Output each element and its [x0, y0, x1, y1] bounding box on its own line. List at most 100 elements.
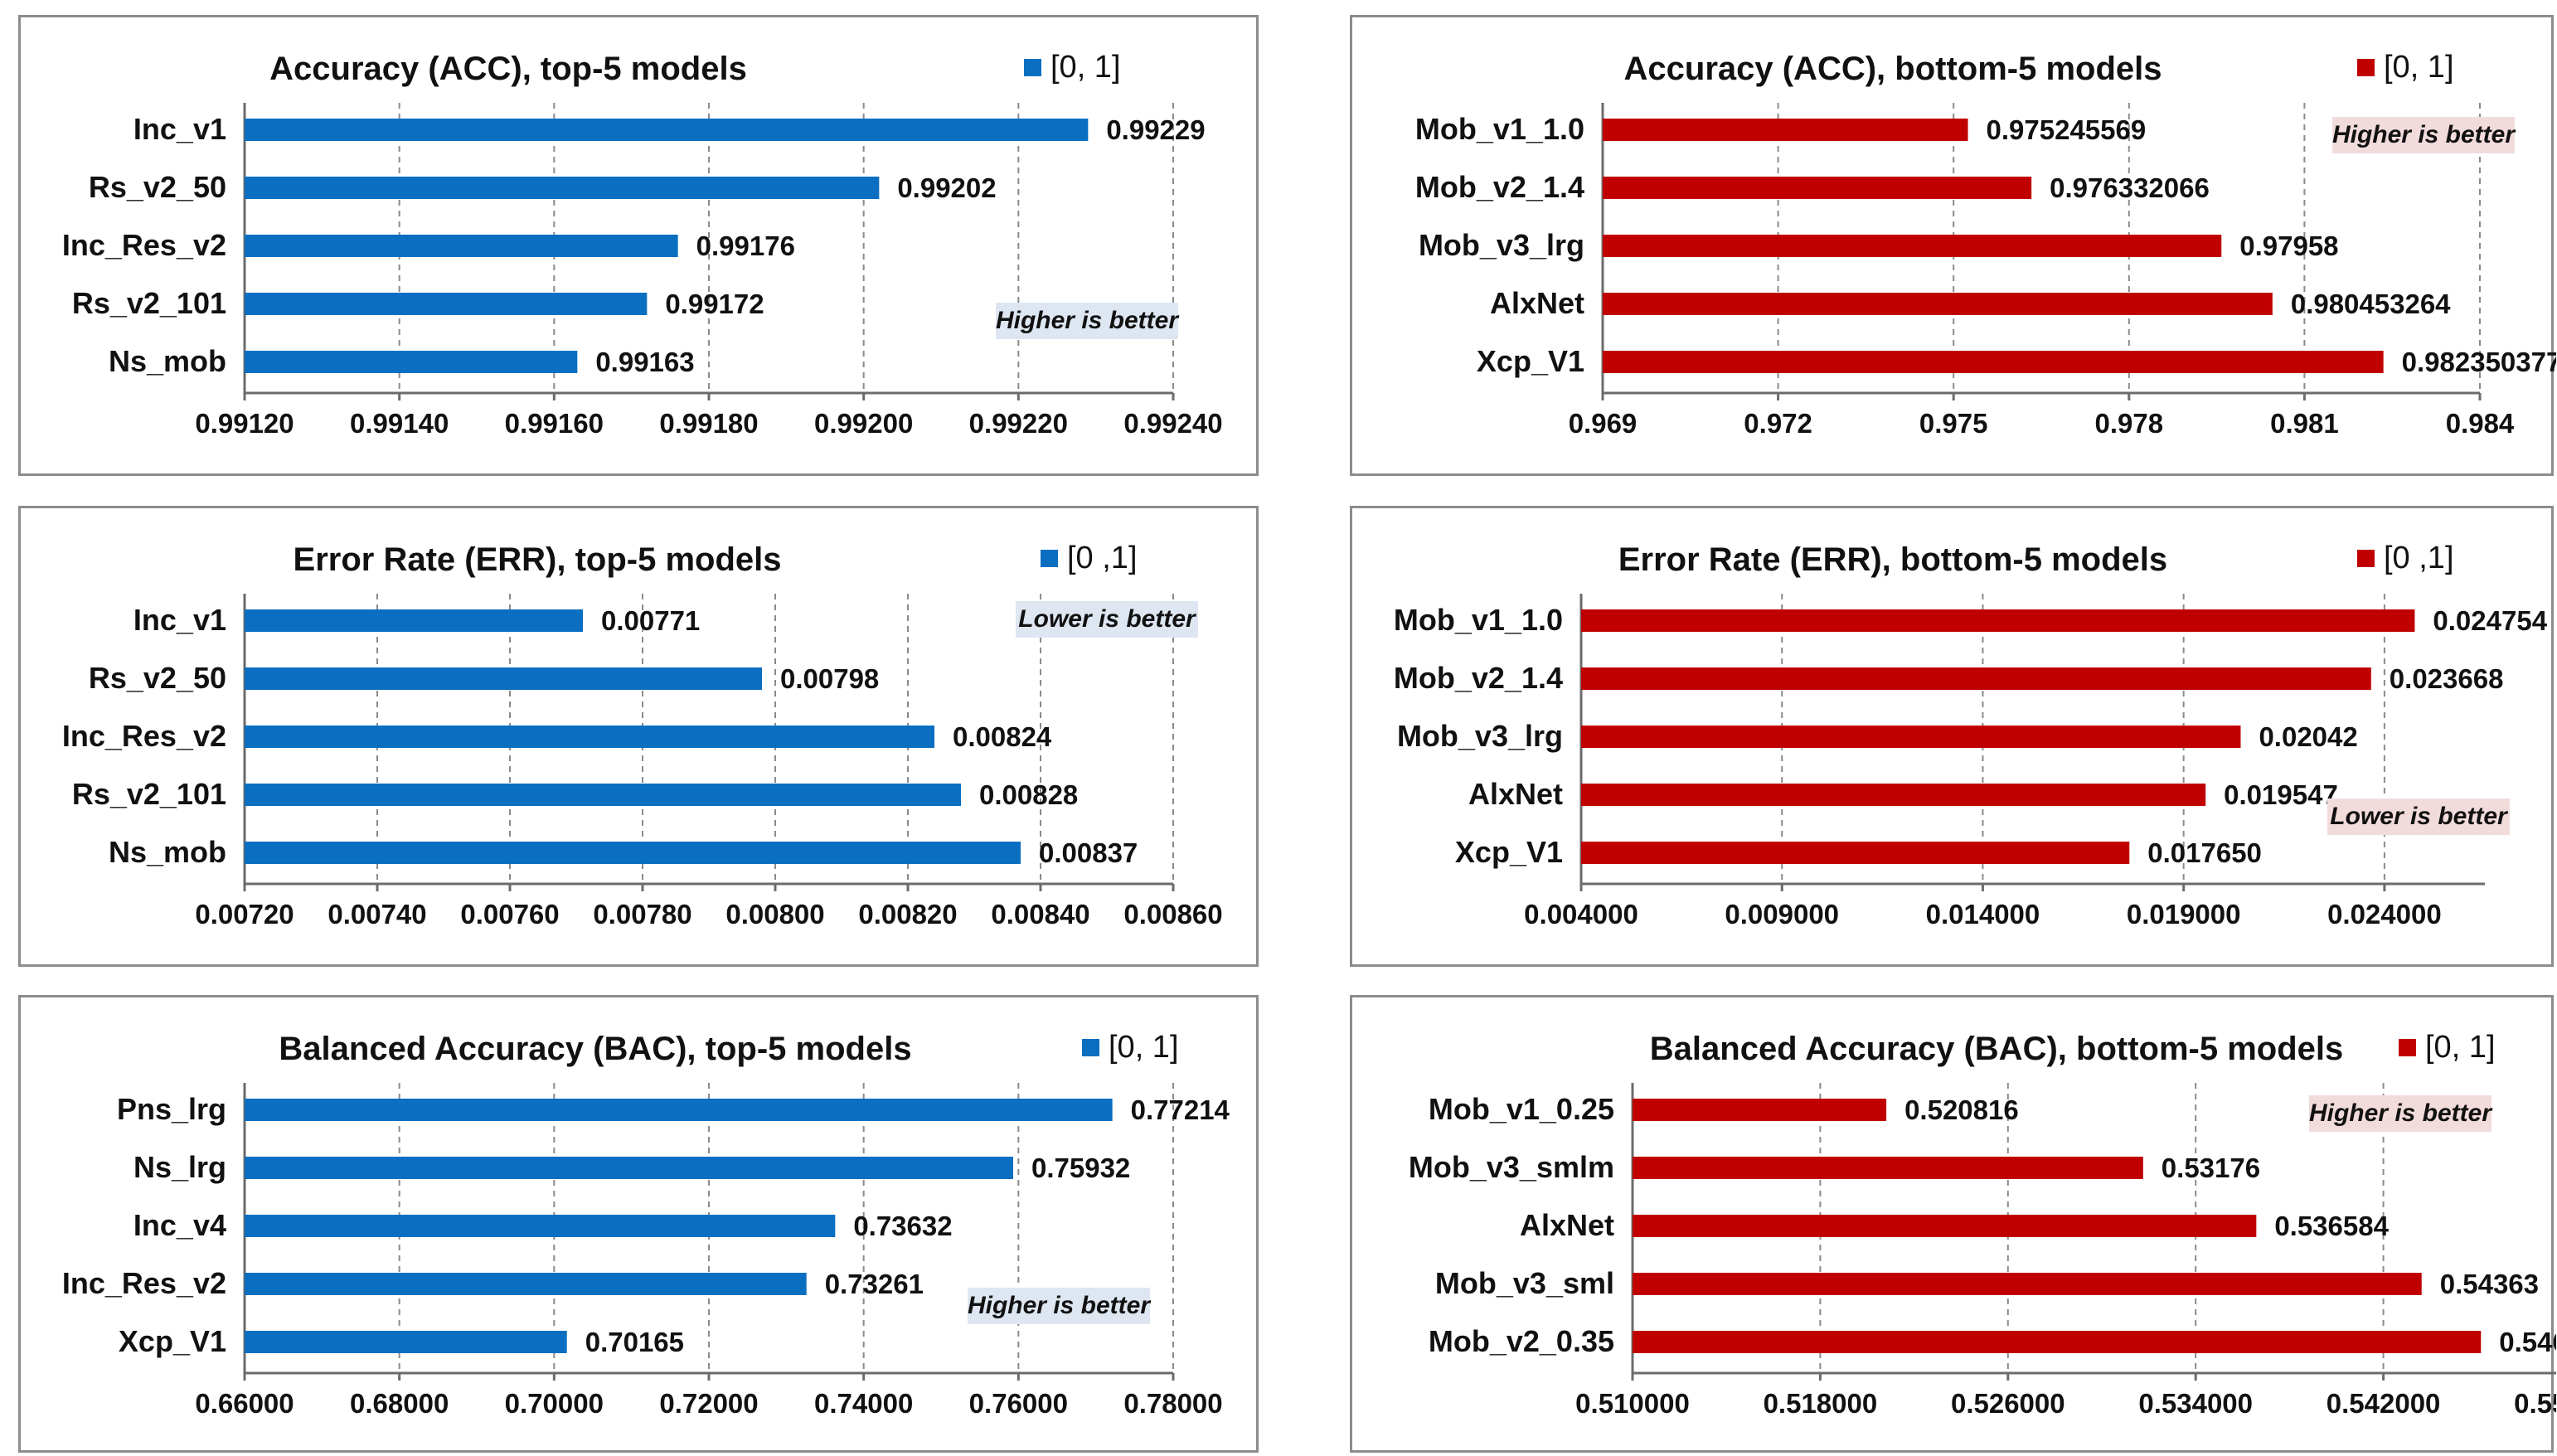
value-label: 0.73632 [853, 1211, 952, 1241]
x-tick-label: 0.975 [1919, 408, 1988, 439]
category-label: Mob_v1_0.25 [1429, 1092, 1614, 1126]
bar-mob_v3_smlm [1633, 1157, 2143, 1179]
x-tick-label: 0.019000 [2127, 899, 2241, 929]
x-tick-label: 0.534000 [2138, 1388, 2253, 1419]
x-tick-label: 0.99160 [505, 408, 604, 439]
legend-swatch [1041, 550, 1058, 567]
value-label: 0.73261 [825, 1269, 924, 1299]
bar-mob_v1_0.25 [1633, 1099, 1887, 1121]
category-label: Mob_v1_1.0 [1394, 603, 1563, 637]
category-label: Ns_mob [109, 344, 226, 378]
bar-xcp_v1 [1603, 351, 2384, 373]
category-label: Mob_v3_lrg [1419, 228, 1584, 262]
value-label: 0.00771 [601, 605, 700, 636]
x-tick-label: 0.984 [2446, 408, 2515, 439]
category-label: Mob_v3_lrg [1397, 719, 1563, 753]
x-tick-label: 0.99240 [1123, 408, 1222, 439]
bar-ns_mob [245, 842, 1021, 864]
category-label: Rs_v2_101 [72, 286, 226, 320]
note-text: Higher is better [996, 307, 1180, 334]
category-label: Inc_v1 [133, 603, 226, 637]
chart-panel-acc-top: 0.99120 0.99140 0.99160 0.99180 0.99200 0.992… [18, 15, 1259, 476]
value-label: 0.99176 [696, 231, 795, 261]
bar-mob_v1_1.0 [1581, 609, 2415, 632]
legend-swatch [2357, 550, 2375, 567]
chart-title: Balanced Accuracy (BAC), bottom-5 models [1650, 1031, 2343, 1067]
value-label: 0.017650 [2147, 837, 2262, 868]
bar-ns_mob [245, 351, 578, 373]
category-label: Mob_v3_sml [1435, 1266, 1614, 1300]
value-label: 0.75932 [1031, 1153, 1130, 1183]
bar-inc_v1 [245, 119, 1089, 141]
value-label: 0.980453264 [2291, 289, 2451, 319]
chart-panel-bac-bottom: 0.510000 0.518000 0.526000 0.534000 0.542000… [1350, 995, 2556, 1453]
value-label: 0.97958 [2239, 231, 2338, 261]
category-label: Ns_lrg [133, 1150, 226, 1184]
category-label: Inc_v4 [133, 1208, 226, 1242]
bar-mob_v2_1.4 [1603, 177, 2032, 199]
bar-rs_v2_101 [245, 784, 961, 806]
value-label: 0.019547 [2224, 779, 2338, 810]
value-label: 0.982350377 [2402, 347, 2556, 377]
legend-label: [0, 1] [1050, 50, 1121, 85]
chart-svg: 0.00720 0.00740 0.00760 0.00780 0.00800 0.008… [62, 541, 1223, 929]
bar-inc_res_v2 [245, 1273, 807, 1295]
x-tick-label: 0.00780 [593, 899, 691, 929]
value-label: 0.77214 [1131, 1094, 1230, 1125]
value-label: 0.99172 [665, 289, 764, 319]
value-label: 0.00798 [780, 663, 879, 694]
bar-mob_v1_1.0 [1603, 119, 1968, 141]
value-label: 0.99163 [595, 347, 694, 377]
x-tick-label: 0.00860 [1123, 899, 1222, 929]
value-label: 0.53176 [2162, 1153, 2260, 1183]
chart-svg: 0.99120 0.99140 0.99160 0.99180 0.99200 0.992… [62, 50, 1223, 439]
category-label: Mob_v2_0.35 [1429, 1324, 1614, 1358]
value-label: 0.00837 [1039, 837, 1138, 868]
note-text: Higher is better [968, 1292, 1152, 1319]
category-label: Xcp_V1 [119, 1324, 226, 1358]
category-label: Ns_mob [109, 835, 226, 869]
x-tick-label: 0.99200 [814, 408, 913, 439]
bar-mob_v3_lrg [1581, 726, 2241, 748]
bar-rs_v2_50 [245, 667, 762, 690]
x-tick-label: 0.981 [2270, 408, 2339, 439]
value-label: 0.536584 [2274, 1211, 2389, 1241]
x-tick-label: 0.969 [1569, 408, 1638, 439]
chart-svg: 0.969 0.972 0.975 0.978 0.981 0.984 Mob_v1_1.0… [1415, 50, 2556, 439]
legend-label: [0, 1] [2384, 50, 2454, 85]
x-tick-label: 0.74000 [814, 1388, 913, 1419]
bar-inc_res_v2 [245, 235, 678, 257]
chart-title: Accuracy (ACC), top-5 models [269, 51, 747, 87]
chart-panel-err-bottom: 0.004000 0.009000 0.014000 0.019000 0.024000… [1350, 506, 2554, 967]
bar-ns_lrg [245, 1157, 1013, 1179]
bar-mob_v3_lrg [1603, 235, 2222, 257]
bar-inc_v4 [245, 1215, 836, 1237]
x-tick-label: 0.00800 [725, 899, 824, 929]
bar-xcp_v1 [245, 1331, 567, 1353]
legend-swatch [2399, 1039, 2416, 1056]
note-text: Higher is better [2309, 1099, 2493, 1127]
x-tick-label: 0.00720 [195, 899, 294, 929]
category-label: Inc_Res_v2 [62, 1266, 226, 1300]
x-tick-label: 0.99180 [659, 408, 758, 439]
category-label: Rs_v2_50 [89, 661, 226, 695]
legend-swatch [1024, 59, 1041, 76]
note-text: Lower is better [1018, 605, 1197, 633]
category-label: Xcp_V1 [1477, 344, 1584, 378]
legend-label: [0 ,1] [1067, 541, 1138, 575]
bar-alxnet [1581, 784, 2206, 806]
value-label: 0.024754 [2433, 605, 2547, 636]
value-label: 0.546157 [2499, 1327, 2556, 1357]
note-text: Lower is better [2330, 803, 2509, 830]
category-label: Mob_v1_1.0 [1415, 112, 1584, 146]
x-tick-label: 0.00820 [858, 899, 957, 929]
bar-xcp_v1 [1581, 842, 2130, 864]
note-box [2309, 1095, 2491, 1132]
x-tick-label: 0.004000 [1524, 899, 1638, 929]
x-tick-label: 0.009000 [1725, 899, 1839, 929]
legend-label: [0, 1] [1109, 1030, 1179, 1065]
category-label: Rs_v2_50 [89, 170, 226, 204]
value-label: 0.00828 [979, 779, 1078, 810]
note-box [1016, 601, 1198, 638]
category-label: AlxNet [1468, 777, 1563, 811]
